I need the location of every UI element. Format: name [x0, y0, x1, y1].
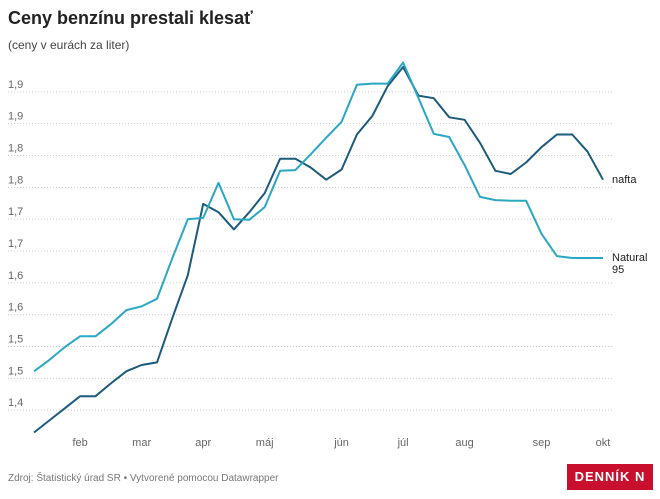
x-tick-label: apr — [195, 437, 211, 449]
x-tick-label: aug — [455, 437, 473, 449]
chart-title: Ceny benzínu prestali klesať — [8, 8, 253, 28]
series-label: nafta — [612, 173, 637, 186]
x-tick-label: jún — [333, 437, 349, 449]
x-tick-label: feb — [72, 437, 87, 449]
line — [33, 66, 604, 434]
chart-subtitle: (ceny v eurách za liter) — [8, 38, 129, 52]
y-tick-label: 1,7 — [8, 238, 23, 250]
x-tick-label: máj — [256, 437, 274, 449]
y-tick-label: 1,9 — [8, 79, 23, 91]
source: Zdroj: Štatistický úrad SR • Vytvorené p… — [8, 471, 279, 484]
y-tick-label: 1,4 — [8, 397, 23, 409]
y-tick-label: 1,6 — [8, 302, 23, 314]
logo: DENNÍK N — [567, 464, 653, 490]
x-tick-label: júl — [397, 437, 409, 449]
x-tick-label: okt — [596, 437, 611, 449]
y-tick-label: 1,9 — [8, 111, 23, 123]
y-tick-label: 1,5 — [8, 334, 23, 346]
y-tick-label: 1,5 — [8, 365, 23, 377]
x-tick-label: mar — [132, 437, 151, 449]
y-tick-label: 1,8 — [8, 174, 23, 186]
line — [33, 61, 603, 373]
x-tick-label: sep — [533, 437, 551, 449]
series-label: Natural 95 — [612, 252, 648, 276]
y-tick-label: 1,7 — [8, 206, 23, 218]
y-tick-label: 1,8 — [8, 143, 23, 155]
y-tick-label: 1,6 — [8, 270, 23, 282]
